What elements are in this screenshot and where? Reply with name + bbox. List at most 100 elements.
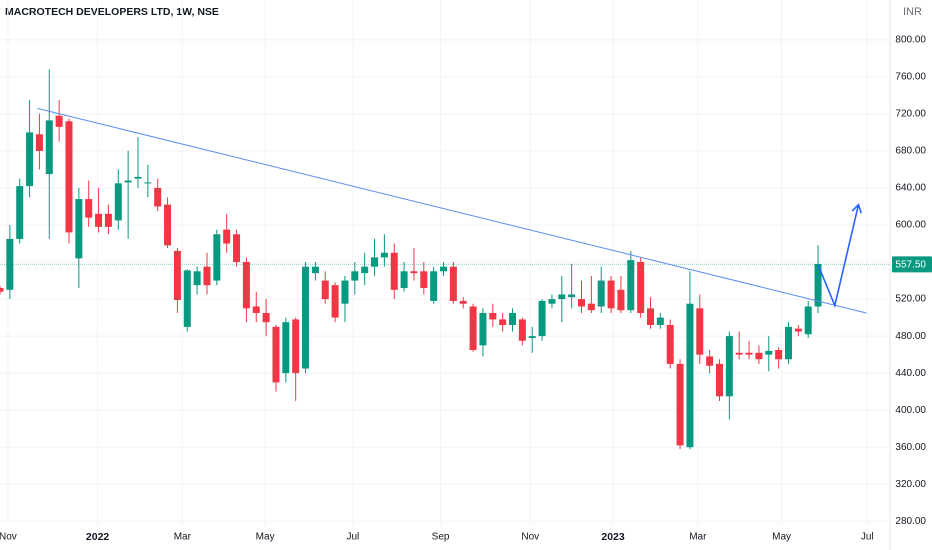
y-tick-label: 320.00 <box>895 479 926 490</box>
last-price-tag <box>892 256 932 273</box>
candle-body <box>292 319 300 374</box>
candle-body <box>558 294 566 300</box>
candle-body <box>390 252 398 290</box>
x-tick-label: Mar <box>174 532 192 543</box>
candle-body <box>617 289 625 311</box>
candle-body <box>449 266 457 301</box>
x-tick-label: May <box>256 532 275 543</box>
candle-body <box>233 234 241 263</box>
candle-body <box>410 271 418 274</box>
candle-body <box>745 352 753 355</box>
candle-body <box>715 363 723 397</box>
candle-body <box>509 312 517 325</box>
candle-body <box>45 120 53 175</box>
candle-body <box>6 238 14 290</box>
candle-body <box>637 262 645 313</box>
candle-body <box>95 213 103 227</box>
candle-body <box>548 299 556 304</box>
candle-body <box>85 199 93 218</box>
candle-body <box>55 115 63 127</box>
candle-body <box>173 250 181 300</box>
candle-body <box>706 356 714 366</box>
trendline <box>37 107 867 314</box>
candle-body <box>676 363 684 446</box>
candle-body <box>242 262 250 309</box>
x-tick-label: May <box>772 532 791 543</box>
candle-body <box>607 280 615 309</box>
candle-body <box>666 325 674 364</box>
candle-body <box>538 300 546 337</box>
projection-arrowhead <box>851 203 862 214</box>
candle-body <box>371 257 379 267</box>
projection-path <box>817 204 860 309</box>
y-tick-label: 600.00 <box>895 220 926 231</box>
candle-body <box>154 187 162 207</box>
candle-body <box>528 336 536 338</box>
candle-body <box>587 303 595 311</box>
candle-body <box>75 199 83 259</box>
candle-body <box>26 132 34 187</box>
candle-body <box>765 350 773 355</box>
candle-body <box>735 352 743 355</box>
y-tick-label: 480.00 <box>895 331 926 342</box>
y-tick-label: 520.00 <box>895 294 926 305</box>
candle-body <box>331 285 339 318</box>
candle-body <box>262 312 270 323</box>
x-tick-label: Jul <box>861 532 874 543</box>
candle-body <box>341 280 349 304</box>
y-tick-label: 640.00 <box>895 183 926 194</box>
candle-body <box>193 271 201 286</box>
x-tick-label: Nov <box>0 532 17 543</box>
candle-body <box>223 229 231 244</box>
x-tick-label: Nov <box>521 532 539 543</box>
candle-body <box>440 266 448 272</box>
candle-body <box>804 306 812 335</box>
candle-body <box>430 271 438 301</box>
candle-body <box>35 134 43 151</box>
candle-body <box>380 252 388 258</box>
candle-body <box>597 280 605 307</box>
candle-body <box>489 312 497 320</box>
candle-body <box>252 306 260 313</box>
x-tick-label: 2023 <box>601 531 625 543</box>
candle-body <box>400 271 408 288</box>
candle-body <box>183 270 191 327</box>
chart-title: MACROTECH DEVELOPERS LTD, 1W, NSE <box>5 6 219 18</box>
candle-body <box>420 271 428 288</box>
candle-body <box>479 312 487 346</box>
candle-body <box>361 266 369 274</box>
candle-body <box>794 328 802 332</box>
candle-body <box>311 266 319 274</box>
candle-body <box>134 176 142 179</box>
candle-body <box>164 204 172 246</box>
candle-body <box>459 300 467 304</box>
y-tick-label: 280.00 <box>895 516 926 527</box>
candle-body <box>627 260 635 311</box>
candle-body <box>686 303 694 448</box>
candle-body <box>696 308 704 355</box>
x-tick-label: Sep <box>432 532 450 543</box>
candle-body <box>302 266 310 369</box>
candle-body <box>656 317 664 325</box>
candle-body <box>203 266 211 286</box>
candle-body <box>282 322 290 374</box>
candle-body <box>321 280 329 300</box>
y-tick-label: 680.00 <box>895 146 926 157</box>
candle-body <box>104 213 112 227</box>
candle-body <box>114 183 122 221</box>
candle-body <box>65 121 73 233</box>
candle-body <box>518 319 526 341</box>
last-price-label: 557.50 <box>895 259 926 270</box>
x-tick-label: Jul <box>346 532 359 543</box>
y-tick-label: 760.00 <box>895 71 926 82</box>
y-tick-label: 360.00 <box>895 442 926 453</box>
candle-body <box>499 319 507 325</box>
candle-body <box>814 263 822 307</box>
x-tick-label: Mar <box>689 532 707 543</box>
candle-body <box>16 186 24 239</box>
y-tick-label: 800.00 <box>895 34 926 45</box>
candle-body <box>725 336 733 397</box>
candle-body <box>775 350 783 360</box>
